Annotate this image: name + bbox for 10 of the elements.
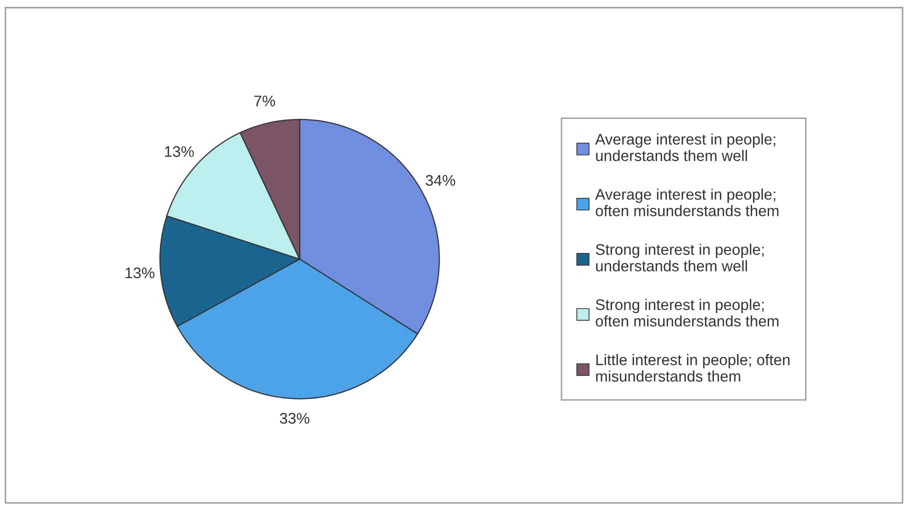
data-label: 7% bbox=[254, 96, 276, 106]
legend-label: Strong interest in people; often misunderstands them bbox=[596, 298, 778, 327]
legend-label: Little interest in people; often misunderstands them bbox=[596, 354, 790, 382]
legend-label: Average interest in people; understands them well bbox=[595, 133, 776, 162]
data-label: 13% bbox=[165, 146, 194, 157]
legend-label: Strong interest in people; understands them well bbox=[596, 244, 764, 272]
legend-label: Average interest in people; often misunderstands them bbox=[595, 188, 778, 216]
data-label: 33% bbox=[280, 412, 310, 424]
data-label: 34% bbox=[426, 174, 456, 186]
data-label: 13% bbox=[126, 267, 154, 278]
